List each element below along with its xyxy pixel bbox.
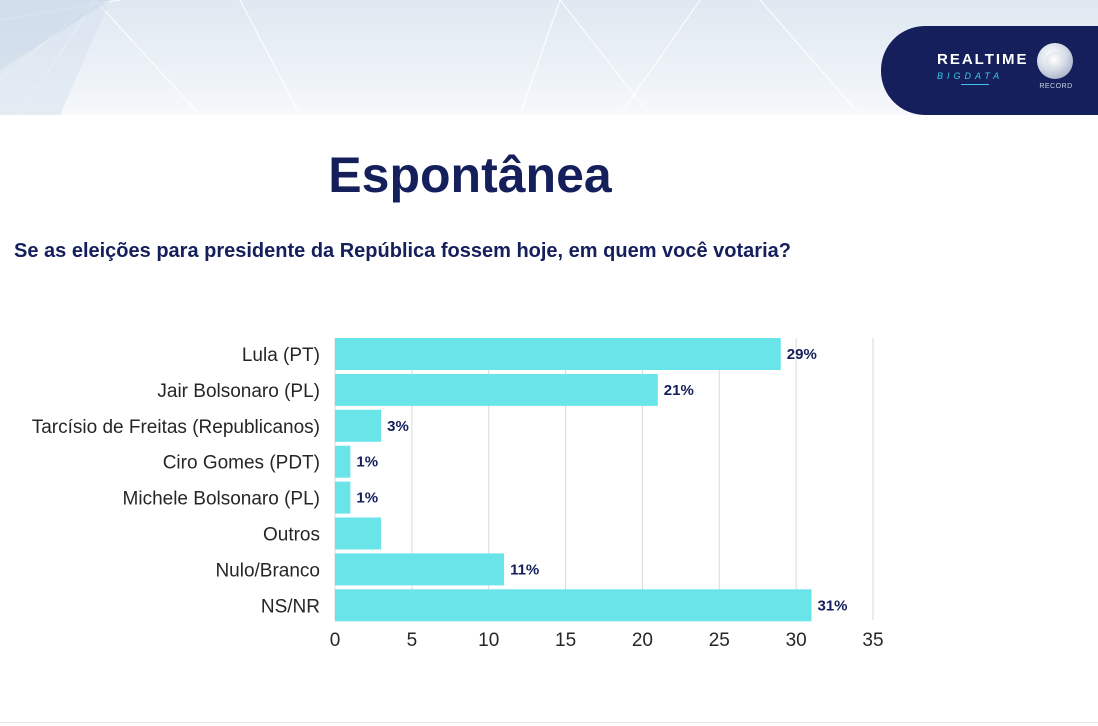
category-label: Outros: [263, 525, 320, 546]
category-label: Nulo/Branco: [215, 560, 320, 581]
x-tick-label: 20: [632, 630, 653, 651]
divider: [0, 722, 1098, 723]
bar: [335, 445, 351, 478]
bar: [335, 409, 382, 442]
x-tick-label: 10: [478, 630, 499, 651]
category-label: Tarcísio de Freitas (Republicanos): [32, 417, 320, 438]
category-label: Jair Bolsonaro (PL): [157, 381, 320, 402]
bar: [335, 481, 351, 514]
bar: [335, 373, 658, 406]
data-label: 31%: [818, 597, 848, 614]
category-label: Lula (PT): [242, 345, 320, 366]
decorative-lines: [0, 0, 861, 115]
category-label: Ciro Gomes (PDT): [163, 453, 320, 474]
x-tick-label: 5: [407, 630, 418, 651]
bar: [335, 517, 382, 550]
partner-name: RECORD: [1039, 83, 1073, 90]
bar: [335, 589, 812, 622]
category-label: NS/NR: [261, 596, 320, 617]
data-label: 21%: [664, 382, 694, 399]
record-globe-icon: [1037, 43, 1073, 79]
survey-question: Se as eleições para presidente da Repúbl…: [14, 240, 791, 262]
x-tick-label: 15: [555, 630, 576, 651]
x-tick-label: 25: [709, 630, 730, 651]
x-tick-label: 30: [786, 630, 807, 651]
bar: [335, 338, 781, 370]
data-label: 11%: [510, 561, 539, 578]
brand-underline: [961, 84, 989, 85]
data-label: 3%: [387, 418, 409, 435]
bar: [335, 553, 505, 586]
brand-name: REALTIME: [937, 51, 1029, 68]
data-label: 29%: [787, 346, 817, 363]
data-label: 1%: [356, 454, 378, 471]
data-label: 1%: [356, 490, 378, 507]
brand-logo: REALTIME BIGDATA RECORD: [881, 26, 1098, 115]
page-title: Espontânea: [328, 147, 612, 203]
x-tick-label: 35: [862, 630, 883, 651]
x-tick-label: 0: [330, 630, 341, 651]
brand-subname: BIGDATA: [937, 71, 1004, 81]
category-label: Michele Bolsonaro (PL): [123, 489, 320, 510]
